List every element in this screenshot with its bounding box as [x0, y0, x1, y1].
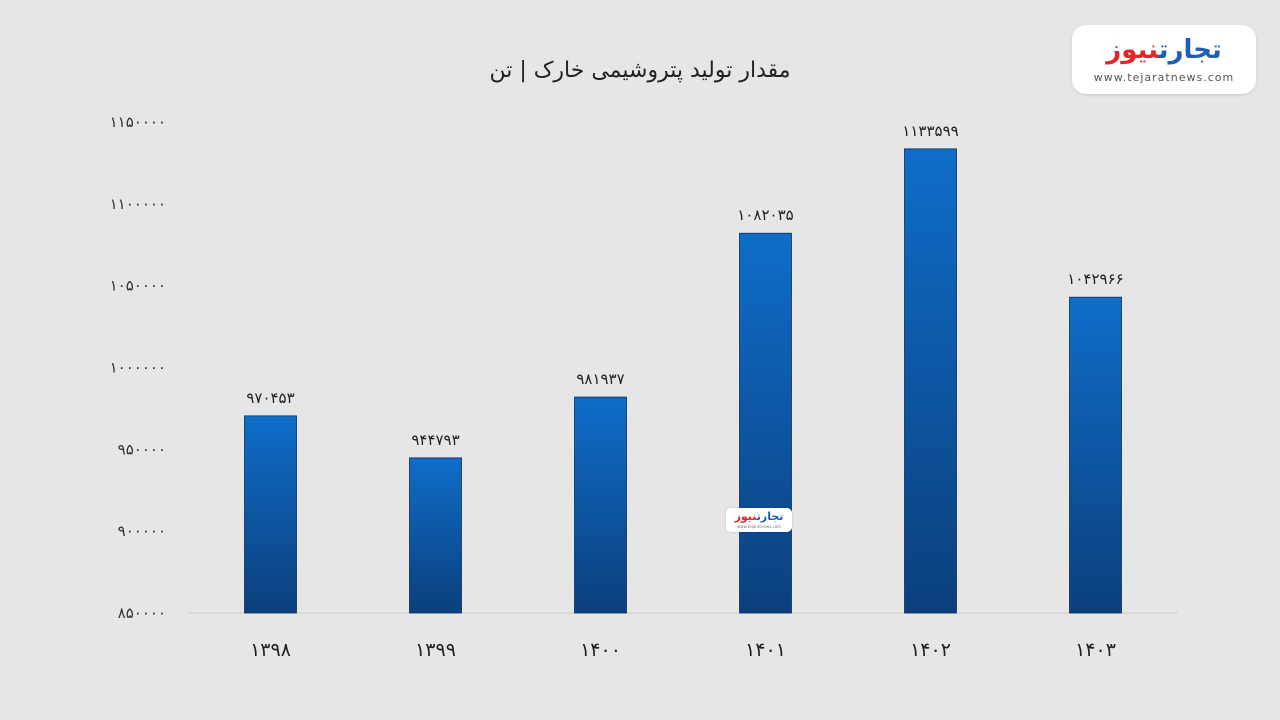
logo-url: www.tejaratnews.com	[1093, 71, 1235, 84]
bar	[739, 232, 792, 614]
y-tick-label: ۱۰۵۰۰۰۰	[110, 277, 166, 295]
y-tick-label: ۱۱۰۰۰۰۰	[110, 195, 166, 213]
y-tick-label: ۹۰۰۰۰۰	[118, 522, 166, 540]
y-tick-label: ۸۵۰۰۰۰	[118, 604, 166, 622]
watermark-part2: نیوز	[734, 510, 757, 523]
x-tick-label: ۱۳۹۸	[250, 639, 291, 661]
logo-text-part1: تجارت	[1158, 35, 1222, 65]
data-label: ۱۱۳۳۵۹۹	[902, 122, 958, 140]
bar	[1069, 296, 1122, 614]
logo-text-part2: نیوز	[1106, 35, 1159, 65]
data-label: ۱۰۴۲۹۶۶	[1067, 270, 1123, 288]
bar	[904, 148, 957, 614]
data-label: ۹۴۴۷۹۳	[411, 431, 459, 449]
x-tick-label: ۱۴۰۰	[580, 639, 621, 661]
x-tick-label: ۱۳۹۹	[415, 639, 456, 661]
data-label: ۹۸۱۹۳۷	[576, 370, 624, 388]
x-tick-label: ۱۴۰۱	[745, 639, 786, 661]
y-tick-label: ۱۱۵۰۰۰۰	[110, 113, 166, 131]
data-label: ۱۰۸۲۰۳۵	[737, 206, 793, 224]
watermark-url: www.tejaratnews.com	[736, 524, 782, 529]
watermark-part1: تجارت	[756, 510, 784, 523]
tejaratnews-logo[interactable]: تجارتنیوز www.tejaratnews.com	[1072, 25, 1256, 94]
y-tick-label: ۹۵۰۰۰۰	[118, 440, 166, 458]
bar	[244, 415, 297, 614]
chart-title: مقدار تولید پتروشیمی خارک | تن	[489, 58, 791, 83]
watermark-logo: تجارتنیوز www.tejaratnews.com	[726, 508, 792, 532]
x-tick-label: ۱۴۰۲	[910, 639, 951, 661]
y-tick-label: ۱۰۰۰۰۰۰	[110, 359, 166, 377]
x-tick-label: ۱۴۰۳	[1075, 639, 1116, 661]
data-label: ۹۷۰۴۵۳	[246, 389, 294, 407]
bar	[574, 396, 627, 614]
bar	[409, 457, 462, 614]
logo-text: تجارتنیوز	[1072, 33, 1256, 67]
